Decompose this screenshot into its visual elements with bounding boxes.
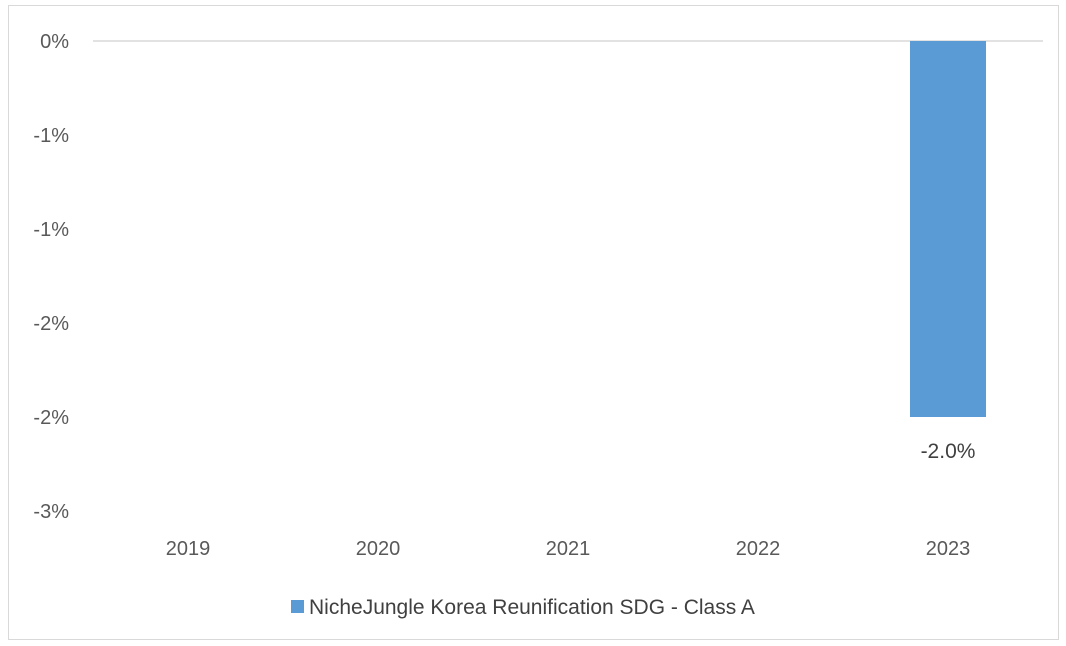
chart-container: 0% -1% -1% -2% -2% -3% -2.0% 2019 2020 2021 2022… (8, 5, 1059, 640)
x-tick-label: 2021 (546, 538, 591, 560)
x-tick-label: 2022 (736, 538, 781, 560)
x-tick-label: 2019 (166, 538, 211, 560)
y-axis-ticks: 0% -1% -1% -2% -2% -3% (33, 31, 69, 523)
bar-chart: 0% -1% -1% -2% -2% -3% -2.0% 2019 2020 2021 2022… (33, 31, 1043, 619)
bar-2023 (910, 41, 986, 417)
data-labels-group: -2.0% (921, 440, 976, 463)
y-tick-label: -3% (33, 501, 69, 523)
legend-label: NicheJungle Korea Reunification SDG - Cl… (309, 596, 755, 619)
y-tick-label: -2% (33, 313, 69, 335)
bars-group (910, 41, 986, 417)
y-tick-label: -1% (33, 125, 69, 147)
x-axis-ticks: 2019 2020 2021 2022 2023 (166, 538, 971, 560)
y-tick-label: -1% (33, 219, 69, 241)
y-tick-label: 0% (40, 31, 69, 53)
x-tick-label: 2023 (926, 538, 971, 560)
y-tick-label: -2% (33, 407, 69, 429)
x-tick-label: 2020 (356, 538, 401, 560)
data-label-2023: -2.0% (921, 440, 976, 463)
legend-swatch (291, 600, 304, 613)
legend: NicheJungle Korea Reunification SDG - Cl… (291, 596, 755, 619)
